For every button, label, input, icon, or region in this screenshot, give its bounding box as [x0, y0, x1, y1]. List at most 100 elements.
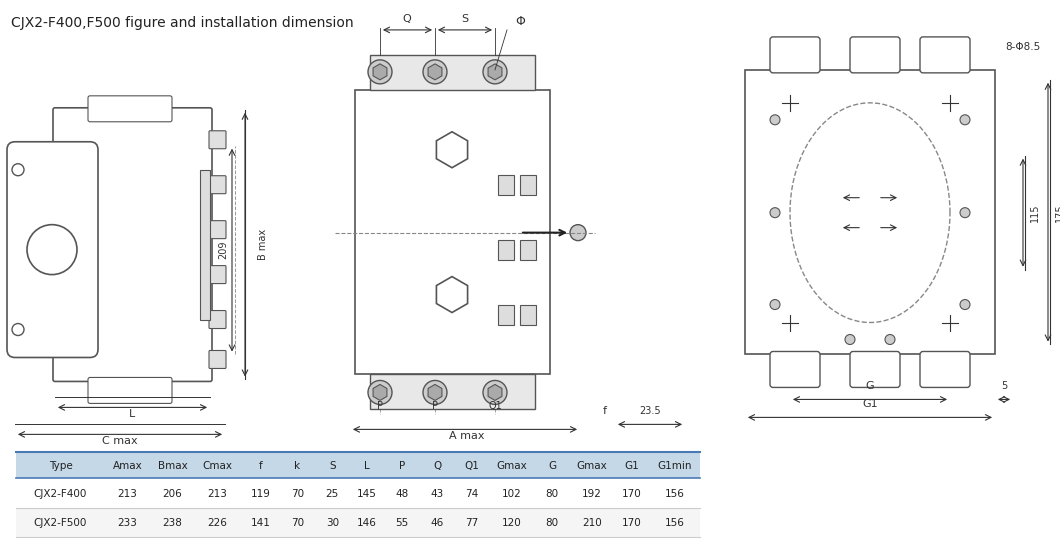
- Circle shape: [423, 60, 447, 84]
- Bar: [498, 175, 514, 195]
- Circle shape: [12, 164, 24, 176]
- Circle shape: [770, 115, 780, 125]
- Text: 119: 119: [250, 489, 270, 499]
- Bar: [520, 175, 536, 195]
- Polygon shape: [437, 132, 467, 168]
- Text: Gmax: Gmax: [577, 461, 607, 471]
- Text: G1: G1: [862, 399, 878, 409]
- Circle shape: [770, 300, 780, 310]
- Text: 141: 141: [250, 518, 270, 528]
- Text: 238: 238: [162, 518, 182, 528]
- FancyBboxPatch shape: [850, 351, 900, 387]
- Circle shape: [845, 334, 855, 345]
- Circle shape: [483, 380, 507, 404]
- Polygon shape: [373, 385, 387, 401]
- FancyBboxPatch shape: [920, 37, 970, 73]
- FancyBboxPatch shape: [209, 176, 226, 193]
- Text: C max: C max: [102, 436, 138, 447]
- Bar: [16, 480, 700, 509]
- Bar: [355, 90, 550, 374]
- Bar: [370, 55, 535, 90]
- FancyBboxPatch shape: [88, 96, 172, 122]
- FancyBboxPatch shape: [850, 37, 900, 73]
- Circle shape: [960, 300, 970, 310]
- Bar: [16, 509, 700, 538]
- Circle shape: [423, 380, 447, 404]
- Text: 213: 213: [208, 489, 227, 499]
- Circle shape: [960, 115, 970, 125]
- Text: CJX2-F500: CJX2-F500: [34, 518, 87, 528]
- Text: 170: 170: [622, 518, 641, 528]
- Circle shape: [960, 208, 970, 218]
- Text: 175: 175: [1055, 203, 1060, 222]
- Text: 146: 146: [357, 518, 377, 528]
- Text: f: f: [603, 407, 607, 416]
- Text: L: L: [129, 409, 135, 419]
- Text: 170: 170: [622, 489, 641, 499]
- Circle shape: [483, 60, 507, 84]
- Text: 233: 233: [118, 518, 138, 528]
- FancyBboxPatch shape: [770, 37, 820, 73]
- Bar: [498, 305, 514, 324]
- Text: 23.5: 23.5: [639, 407, 660, 416]
- Text: 70: 70: [290, 489, 304, 499]
- Polygon shape: [488, 385, 502, 401]
- Text: 120: 120: [502, 518, 522, 528]
- Text: k: k: [295, 461, 300, 471]
- Text: P: P: [377, 402, 383, 412]
- FancyBboxPatch shape: [7, 142, 98, 357]
- Text: 209: 209: [218, 241, 228, 259]
- Text: G1: G1: [624, 461, 639, 471]
- Text: 145: 145: [357, 489, 377, 499]
- Circle shape: [570, 225, 586, 241]
- Bar: [520, 305, 536, 324]
- Text: Φ: Φ: [515, 15, 525, 28]
- Text: 5: 5: [1001, 381, 1007, 391]
- Polygon shape: [373, 64, 387, 80]
- Polygon shape: [488, 64, 502, 80]
- Bar: [520, 239, 536, 260]
- Text: S: S: [329, 461, 336, 471]
- Circle shape: [26, 225, 77, 275]
- Text: 46: 46: [430, 518, 444, 528]
- Text: P: P: [399, 461, 405, 471]
- Text: Gmax: Gmax: [497, 461, 528, 471]
- Polygon shape: [428, 385, 442, 401]
- Text: 213: 213: [118, 489, 138, 499]
- Text: Q: Q: [403, 14, 411, 24]
- Text: Type: Type: [49, 461, 72, 471]
- Text: G1min: G1min: [657, 461, 692, 471]
- FancyBboxPatch shape: [920, 351, 970, 387]
- Text: 8-Φ8.5: 8-Φ8.5: [1005, 42, 1040, 52]
- FancyBboxPatch shape: [209, 131, 226, 149]
- Text: 80: 80: [546, 489, 559, 499]
- Text: 115: 115: [1030, 203, 1040, 222]
- FancyBboxPatch shape: [209, 221, 226, 238]
- Text: 77: 77: [465, 518, 479, 528]
- Bar: [200, 170, 210, 319]
- Text: 156: 156: [665, 518, 685, 528]
- Bar: [745, 70, 995, 355]
- Text: 70: 70: [290, 518, 304, 528]
- Circle shape: [368, 380, 392, 404]
- FancyBboxPatch shape: [209, 266, 226, 283]
- Text: G: G: [548, 461, 556, 471]
- Text: Q1: Q1: [464, 461, 479, 471]
- Polygon shape: [428, 64, 442, 80]
- Text: 192: 192: [582, 489, 602, 499]
- Text: 55: 55: [395, 518, 409, 528]
- Text: B max: B max: [258, 229, 268, 260]
- FancyBboxPatch shape: [770, 351, 820, 387]
- Bar: [16, 453, 700, 478]
- Circle shape: [368, 60, 392, 84]
- Text: Amax: Amax: [112, 461, 142, 471]
- Text: G: G: [866, 381, 874, 391]
- Text: A max: A max: [449, 431, 484, 441]
- Text: 48: 48: [395, 489, 409, 499]
- Polygon shape: [437, 277, 467, 312]
- Text: 102: 102: [502, 489, 522, 499]
- Text: Cmax: Cmax: [202, 461, 232, 471]
- Text: 156: 156: [665, 489, 685, 499]
- Text: P: P: [432, 402, 438, 412]
- FancyBboxPatch shape: [53, 108, 212, 381]
